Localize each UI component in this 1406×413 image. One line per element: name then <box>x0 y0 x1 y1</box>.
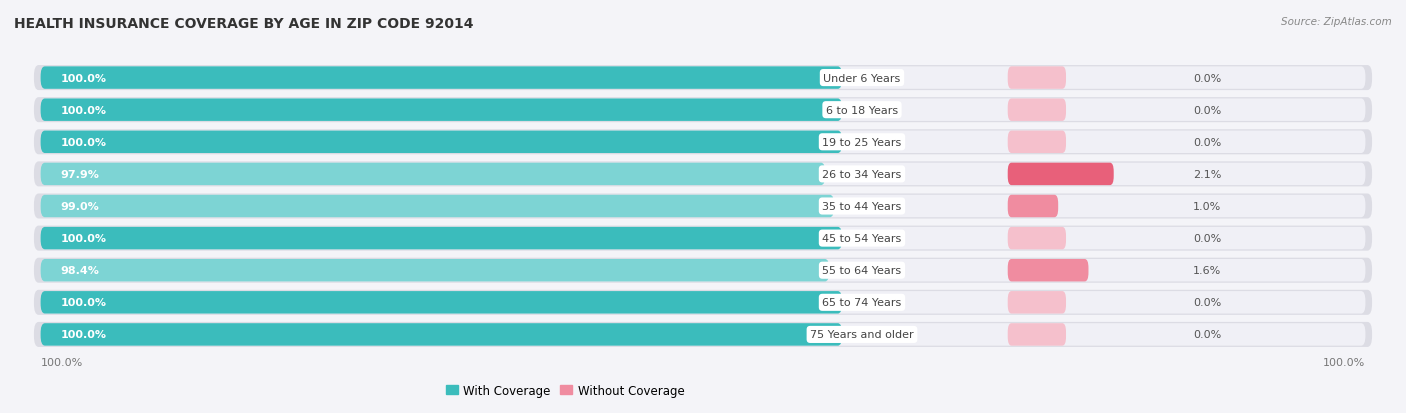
FancyBboxPatch shape <box>41 195 834 218</box>
Text: 100.0%: 100.0% <box>60 298 107 308</box>
FancyBboxPatch shape <box>34 258 1372 283</box>
Text: 100.0%: 100.0% <box>60 330 107 339</box>
Text: 100.0%: 100.0% <box>41 357 83 367</box>
FancyBboxPatch shape <box>34 194 1372 219</box>
Text: Source: ZipAtlas.com: Source: ZipAtlas.com <box>1281 17 1392 26</box>
FancyBboxPatch shape <box>34 98 1372 123</box>
Text: 100.0%: 100.0% <box>60 105 107 115</box>
Text: HEALTH INSURANCE COVERAGE BY AGE IN ZIP CODE 92014: HEALTH INSURANCE COVERAGE BY AGE IN ZIP … <box>14 17 474 31</box>
Text: 0.0%: 0.0% <box>1194 74 1222 83</box>
FancyBboxPatch shape <box>1008 67 1066 90</box>
FancyBboxPatch shape <box>1008 259 1088 282</box>
Text: 26 to 34 Years: 26 to 34 Years <box>823 169 901 180</box>
Text: 6 to 18 Years: 6 to 18 Years <box>825 105 898 115</box>
FancyBboxPatch shape <box>1008 323 1066 346</box>
Text: 45 to 54 Years: 45 to 54 Years <box>823 233 901 244</box>
FancyBboxPatch shape <box>1008 195 1059 218</box>
Text: 19 to 25 Years: 19 to 25 Years <box>823 138 901 147</box>
FancyBboxPatch shape <box>41 99 842 121</box>
Text: 2.1%: 2.1% <box>1194 169 1222 180</box>
FancyBboxPatch shape <box>34 226 1372 251</box>
FancyBboxPatch shape <box>41 131 842 154</box>
Text: 97.9%: 97.9% <box>60 169 100 180</box>
FancyBboxPatch shape <box>34 322 1372 347</box>
Text: 100.0%: 100.0% <box>60 74 107 83</box>
Text: 100.0%: 100.0% <box>60 233 107 244</box>
Text: 0.0%: 0.0% <box>1194 138 1222 147</box>
FancyBboxPatch shape <box>1008 292 1066 314</box>
FancyBboxPatch shape <box>41 292 1365 314</box>
FancyBboxPatch shape <box>41 259 1365 282</box>
FancyBboxPatch shape <box>41 163 1365 186</box>
Text: 98.4%: 98.4% <box>60 266 100 275</box>
Legend: With Coverage, Without Coverage: With Coverage, Without Coverage <box>441 379 689 401</box>
FancyBboxPatch shape <box>41 131 1365 154</box>
FancyBboxPatch shape <box>41 195 1365 218</box>
Text: 55 to 64 Years: 55 to 64 Years <box>823 266 901 275</box>
Text: 1.0%: 1.0% <box>1194 202 1222 211</box>
Text: 35 to 44 Years: 35 to 44 Years <box>823 202 901 211</box>
Text: 65 to 74 Years: 65 to 74 Years <box>823 298 901 308</box>
FancyBboxPatch shape <box>34 290 1372 315</box>
Text: 0.0%: 0.0% <box>1194 298 1222 308</box>
Text: 100.0%: 100.0% <box>1323 357 1365 367</box>
FancyBboxPatch shape <box>41 227 1365 250</box>
FancyBboxPatch shape <box>34 162 1372 187</box>
Text: 0.0%: 0.0% <box>1194 330 1222 339</box>
FancyBboxPatch shape <box>41 67 1365 90</box>
Text: Under 6 Years: Under 6 Years <box>824 74 901 83</box>
FancyBboxPatch shape <box>41 163 825 186</box>
Text: 99.0%: 99.0% <box>60 202 100 211</box>
FancyBboxPatch shape <box>41 292 842 314</box>
FancyBboxPatch shape <box>41 227 842 250</box>
FancyBboxPatch shape <box>41 323 842 346</box>
FancyBboxPatch shape <box>1008 99 1066 121</box>
FancyBboxPatch shape <box>41 259 830 282</box>
FancyBboxPatch shape <box>41 99 1365 121</box>
FancyBboxPatch shape <box>1008 163 1114 186</box>
Text: 0.0%: 0.0% <box>1194 105 1222 115</box>
Text: 75 Years and older: 75 Years and older <box>810 330 914 339</box>
FancyBboxPatch shape <box>34 130 1372 155</box>
FancyBboxPatch shape <box>41 323 1365 346</box>
FancyBboxPatch shape <box>1008 227 1066 250</box>
FancyBboxPatch shape <box>1008 131 1066 154</box>
Text: 100.0%: 100.0% <box>60 138 107 147</box>
FancyBboxPatch shape <box>34 66 1372 91</box>
Text: 1.6%: 1.6% <box>1194 266 1222 275</box>
FancyBboxPatch shape <box>41 67 842 90</box>
Text: 0.0%: 0.0% <box>1194 233 1222 244</box>
